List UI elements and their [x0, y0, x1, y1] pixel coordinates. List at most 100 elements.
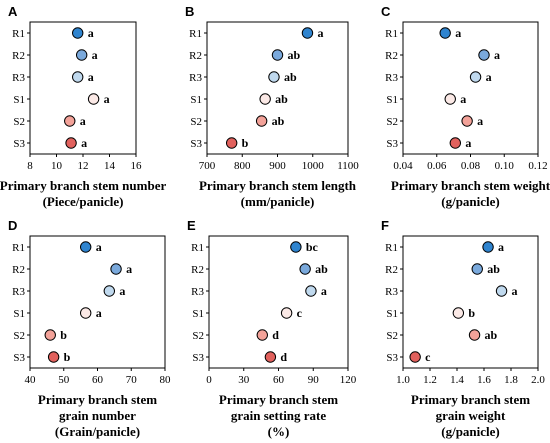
panel-d-sig-letter-r3: a	[119, 284, 125, 298]
panel-c-sig-letter-r1: a	[455, 26, 461, 40]
panel-b-point-r3	[268, 71, 280, 83]
panel-d-axis-title-line: grain number	[59, 408, 136, 423]
panel-a-xtick-label: 14	[104, 160, 116, 172]
panel-c-letter: C	[381, 4, 391, 19]
panel-b-category-s1: S1	[190, 94, 202, 106]
panel-f-frame	[402, 235, 539, 369]
panel-b-xtick-label: 700	[199, 160, 216, 172]
panel-b-letter: B	[185, 4, 194, 19]
panel-e-category-s1: S1	[192, 308, 204, 320]
panel-f-xtick-label: 1.6	[477, 374, 491, 386]
panel-d-xtick-label: 60	[92, 374, 104, 386]
panel-e-point-s1	[280, 307, 293, 319]
panel-f-point-r1	[482, 241, 494, 253]
panel-f-sig-letter-s1: b	[468, 306, 475, 320]
panel-f-category-s3: S3	[386, 352, 398, 364]
panel-b-xtick-label: 800	[234, 160, 251, 172]
panel-c-point-r2	[478, 49, 490, 61]
panel-d-point-r1	[79, 241, 92, 253]
panel-d-xtick-label: 40	[25, 374, 37, 386]
panel-a-point-s2	[64, 115, 76, 127]
panel-f-point-s2	[468, 329, 481, 341]
panel-c-category-s1: S1	[386, 94, 398, 106]
panel-c-sig-letter-r3: a	[486, 70, 492, 84]
panel-b-sig-letter-s3: b	[242, 136, 249, 150]
panel-f-sig-letter-r3: a	[512, 284, 518, 298]
panel-b-category-s2: S2	[190, 116, 202, 128]
panel-f-category-s2: S2	[386, 330, 398, 342]
panel-c-frame	[402, 21, 539, 155]
panel-c-sig-letter-r2: a	[494, 48, 500, 62]
panel-b-point-s1	[259, 93, 271, 105]
panel-d-xtick-label: 70	[126, 374, 138, 386]
panel-b-point-r2	[271, 49, 284, 61]
panel-e-point-s3	[264, 351, 277, 363]
panel-a-letter: A	[8, 4, 18, 19]
panel-c-point-s1	[444, 93, 456, 105]
panel-b-sig-letter-s2: ab	[272, 114, 285, 128]
panel-c-xtick-label: 0.12	[528, 160, 547, 172]
panel-e-axis-title-line: (%)	[268, 424, 290, 439]
panel-d-sig-letter-r1: a	[96, 240, 102, 254]
panel-c-category-r3: R3	[385, 72, 398, 84]
panel-e-category-s2: S2	[192, 330, 204, 342]
panel-c-point-s3	[449, 137, 462, 149]
panel-d-sig-letter-s3: b	[64, 350, 71, 364]
panel-a-sig-letter-r1: a	[88, 26, 94, 40]
panel-f-point-s3	[409, 351, 421, 363]
panel-f-category-r2: R2	[385, 264, 398, 276]
panel-d-category-s1: S1	[13, 308, 25, 320]
panel-b-sig-letter-r2: ab	[288, 48, 301, 62]
panel-f-sig-letter-s2: ab	[485, 328, 498, 342]
panel-b-sig-letter-r1: a	[317, 26, 323, 40]
panel-d-point-s2	[44, 329, 56, 341]
panel-b-point-s2	[255, 115, 268, 127]
panel-d-point-s3	[47, 351, 60, 363]
panel-d-category-s2: S2	[13, 330, 25, 342]
panel-f-letter: F	[381, 218, 389, 233]
panel-e-sig-letter-r2: ab	[315, 262, 328, 276]
panel-d-category-s3: S3	[13, 352, 25, 364]
panel-a-point-s3	[65, 137, 77, 149]
panel-e-point-r3	[305, 285, 317, 297]
panel-d-category-r2: R2	[12, 264, 25, 276]
panel-f-category-r3: R3	[385, 286, 398, 298]
panel-e-sig-letter-r1: bc	[306, 240, 319, 254]
panel-d-sig-letter-s1: a	[96, 306, 102, 320]
panel-e-letter: E	[187, 218, 196, 233]
panel-d-category-r3: R3	[12, 286, 25, 298]
panel-f-category-r1: R1	[385, 242, 398, 254]
panel-f-point-r3	[495, 285, 508, 297]
panel-d-category-r1: R1	[12, 242, 25, 254]
panel-b-xtick-label: 900	[269, 160, 286, 172]
panel-a-axis-title-line: (Piece/panicle)	[43, 194, 124, 209]
panel-b-axis-title-line: Primary branch stem length	[199, 178, 357, 193]
panel-a-point-r1	[72, 27, 84, 39]
panel-a-sig-letter-s3: a	[81, 136, 87, 150]
panel-a-sig-letter-s1: a	[104, 92, 110, 106]
panel-b-category-r3: R3	[189, 72, 202, 84]
panel-d-xtick-label: 50	[58, 374, 70, 386]
panel-a-xtick-label: 12	[78, 160, 89, 172]
panel-a-point-r3	[72, 71, 84, 83]
panel-b-sig-letter-r3: ab	[284, 70, 297, 84]
panel-d-point-s1	[79, 307, 92, 319]
panel-c-xtick-label: 0.06	[427, 160, 447, 172]
panel-d-point-r3	[103, 285, 116, 297]
panel-e: E R1 R2 R3 S1 S2 S30 30 60 90 120 bc ab a c dd Primary b…	[187, 218, 357, 439]
panel-e-xtick-label: 60	[273, 374, 285, 386]
panel-d-frame	[29, 235, 166, 369]
panel-a-category-s1: S1	[13, 94, 25, 106]
panel-f-axis-title-line: (g/panicle)	[441, 424, 500, 439]
panel-b-frame	[206, 21, 349, 155]
panel-b-point-s3	[225, 137, 238, 149]
panel-b-xtick-label: 1000	[302, 160, 325, 172]
panel-c-sig-letter-s3: a	[465, 136, 471, 150]
panel-d-sig-letter-s2: b	[60, 328, 67, 342]
panel-e-category-r2: R2	[191, 264, 204, 276]
panel-f-category-s1: S1	[386, 308, 398, 320]
panel-c-sig-letter-s2: a	[477, 114, 483, 128]
panel-f-axis-title-line: grain weight	[436, 408, 506, 423]
